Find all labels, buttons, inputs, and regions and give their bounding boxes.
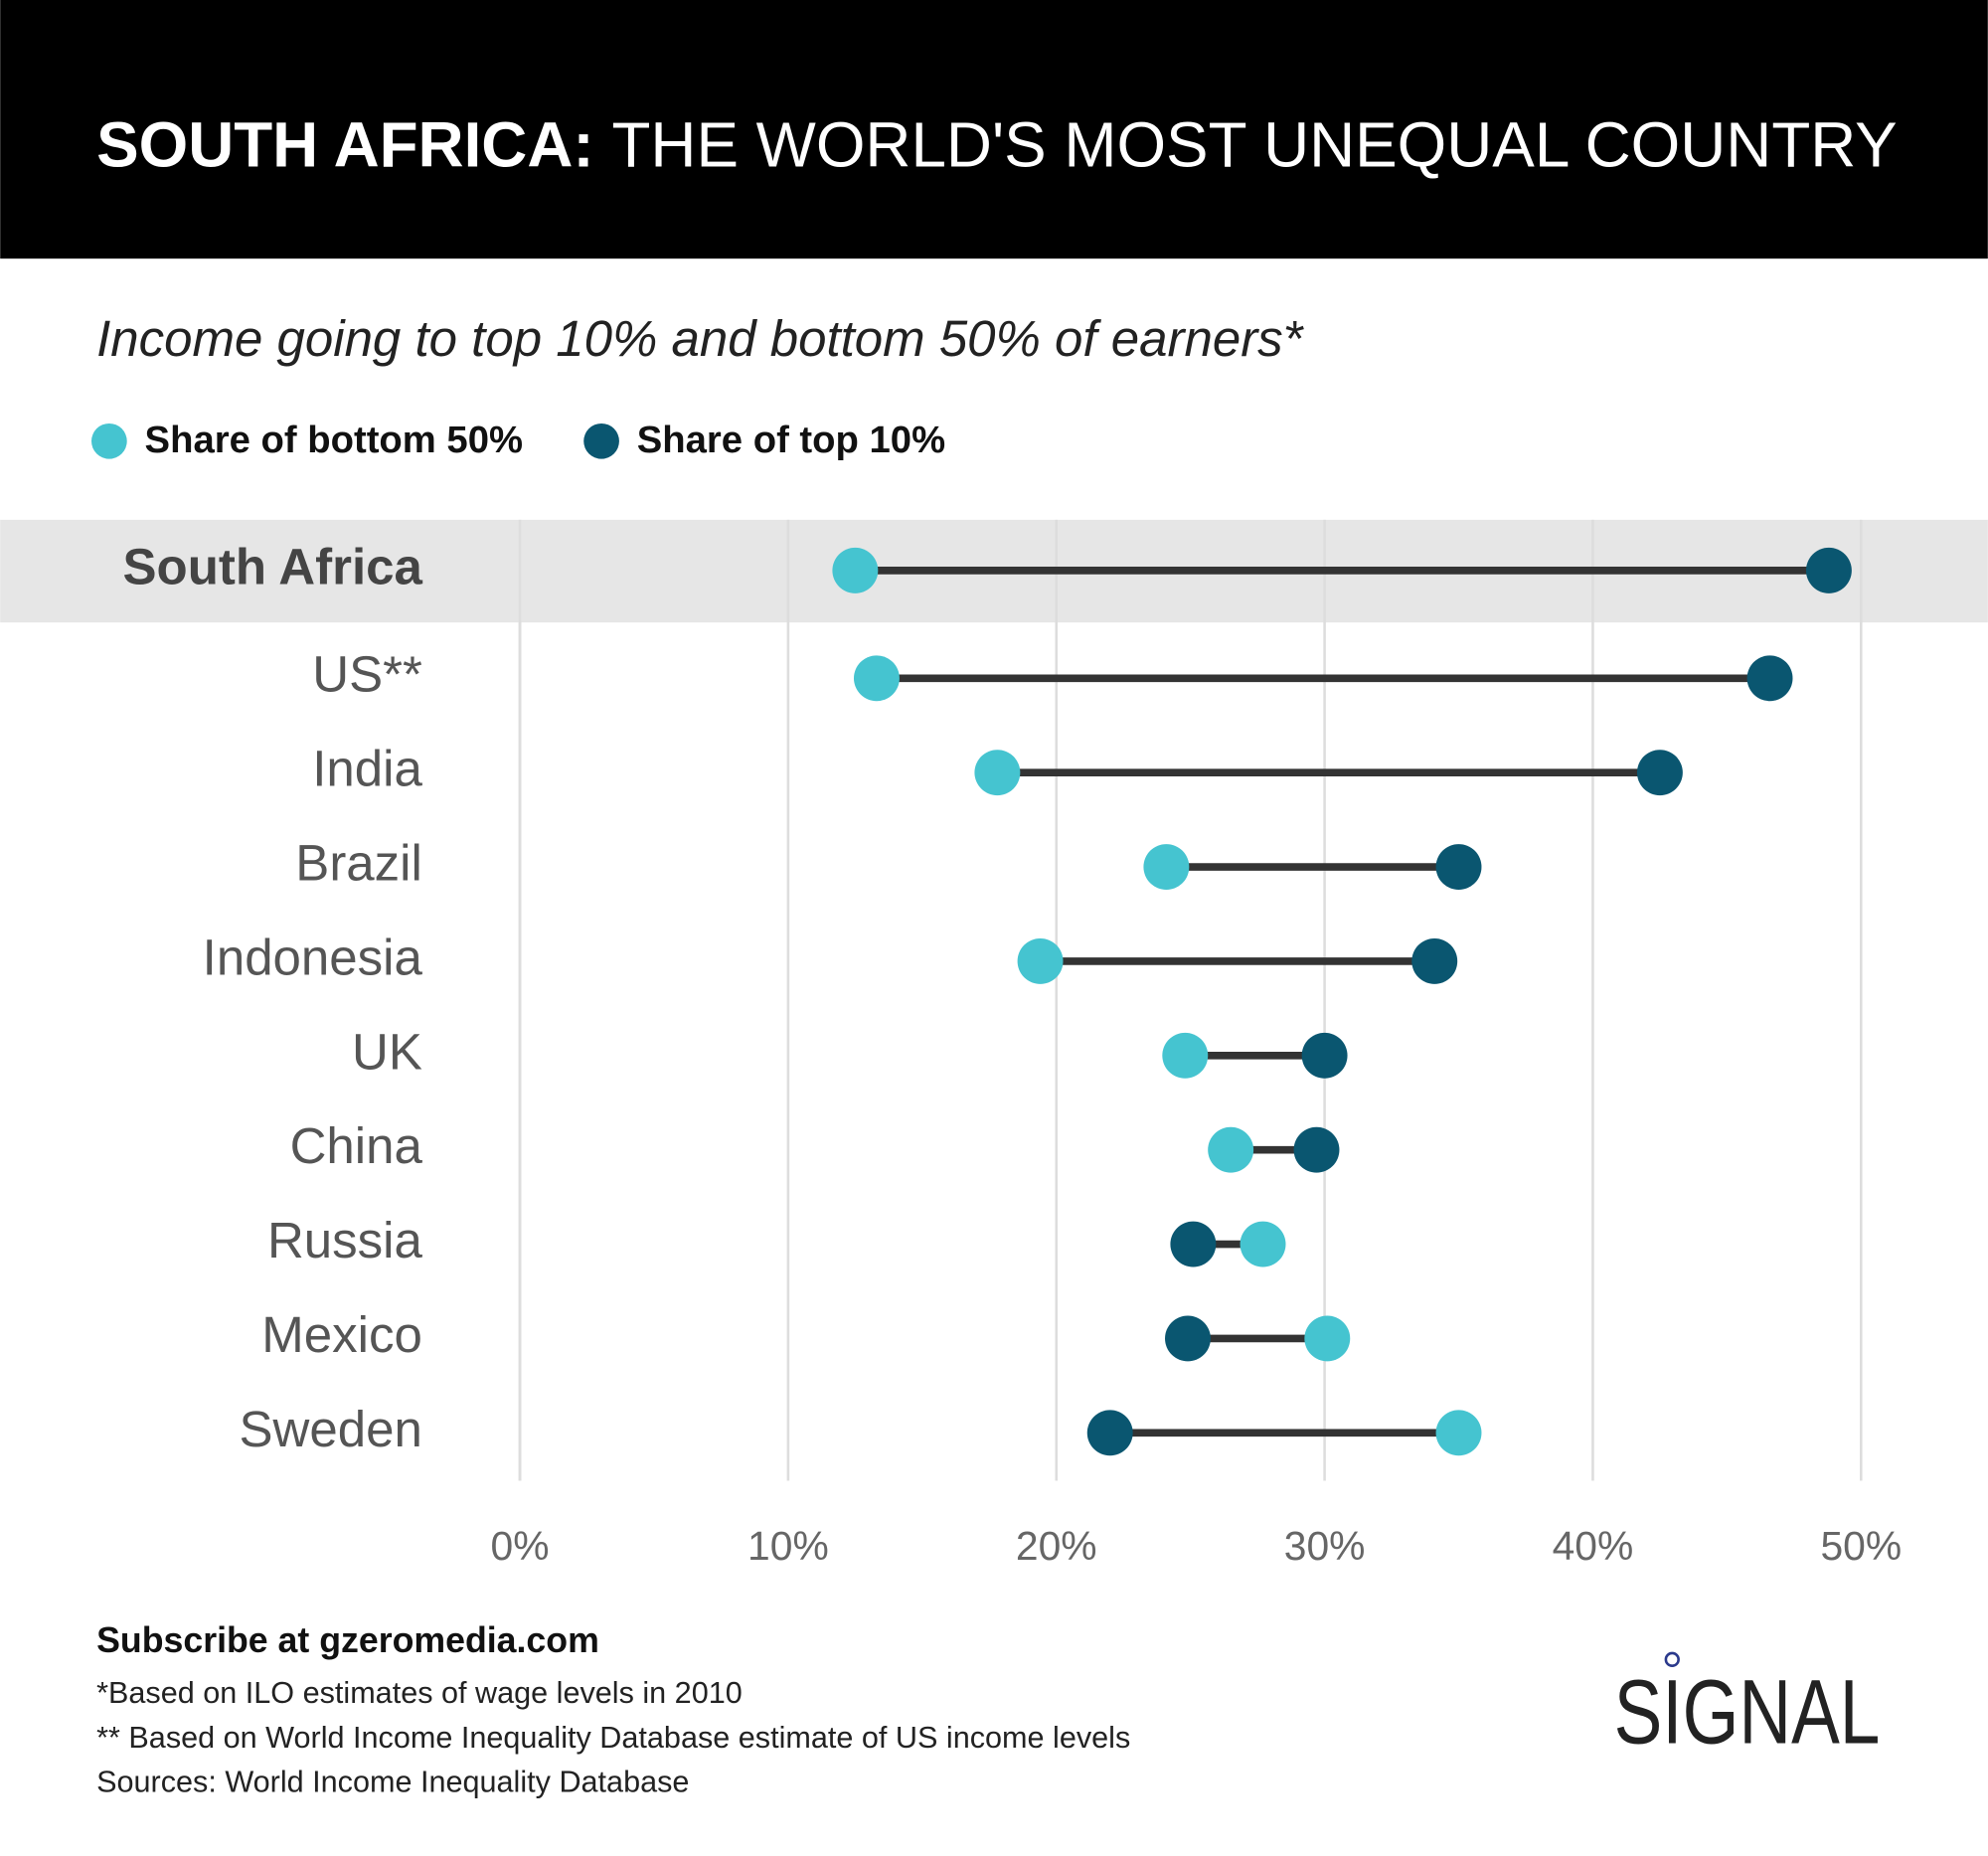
dot [1162, 1032, 1209, 1079]
x-tick-label: 10% [747, 1523, 829, 1569]
dot [853, 655, 900, 702]
logo-dot [1664, 1651, 1680, 1667]
category-label: Sweden [240, 1401, 422, 1457]
category-label: Brazil [295, 835, 422, 892]
footnote: ** Based on World Income Inequality Data… [96, 1721, 1130, 1755]
legend-marker [583, 422, 619, 459]
title-band [0, 0, 1988, 259]
dot [1411, 937, 1458, 984]
subtitle: Income going to top 10% and bottom 50% o… [96, 310, 1305, 367]
dot [1017, 937, 1064, 984]
dot [1301, 1032, 1348, 1079]
category-label: Russia [267, 1212, 423, 1268]
x-tick-label: 30% [1284, 1523, 1366, 1569]
dot [1240, 1221, 1286, 1267]
x-tick-label: 0% [491, 1523, 550, 1569]
category-label: Mexico [261, 1306, 422, 1363]
title-bold: SOUTH AFRICA: [96, 108, 594, 180]
legend-marker [91, 422, 127, 459]
x-tick-label: 40% [1553, 1523, 1634, 1569]
legend-label: Share of bottom 50% [145, 419, 523, 461]
title-rest: THE WORLD'S MOST UNEQUAL COUNTRY [611, 108, 1897, 180]
x-tick-label: 50% [1820, 1523, 1902, 1569]
dot [1293, 1126, 1340, 1173]
dot [1746, 655, 1793, 702]
dot [1165, 1315, 1211, 1362]
footnote: Sources: World Income Inequality Databas… [96, 1765, 689, 1798]
chart-title: SOUTH AFRICA: THE WORLD'S MOST UNEQUAL CO… [96, 108, 1898, 180]
dot [1086, 1410, 1133, 1456]
logo: SIGNAL [1614, 1662, 1881, 1764]
dot [1208, 1126, 1254, 1173]
legend-label: Share of top 10% [637, 419, 945, 461]
dot [1435, 844, 1482, 890]
category-label: China [290, 1117, 423, 1174]
category-label: India [312, 741, 422, 797]
dot [1304, 1315, 1351, 1362]
category-label: US** [312, 646, 422, 703]
x-tick-label: 20% [1016, 1523, 1097, 1569]
dot [832, 547, 879, 593]
dot [1636, 750, 1683, 796]
dot [1805, 547, 1852, 593]
footnote: *Based on ILO estimates of wage levels i… [96, 1676, 743, 1710]
category-label: Indonesia [203, 928, 423, 985]
dot [1143, 844, 1190, 890]
dot [974, 750, 1021, 796]
dot [1170, 1221, 1217, 1267]
footer-subscribe: Subscribe at gzeromedia.com [96, 1620, 599, 1660]
category-label: UK [352, 1023, 422, 1080]
category-label: South Africa [123, 538, 423, 594]
dot [1435, 1410, 1482, 1456]
